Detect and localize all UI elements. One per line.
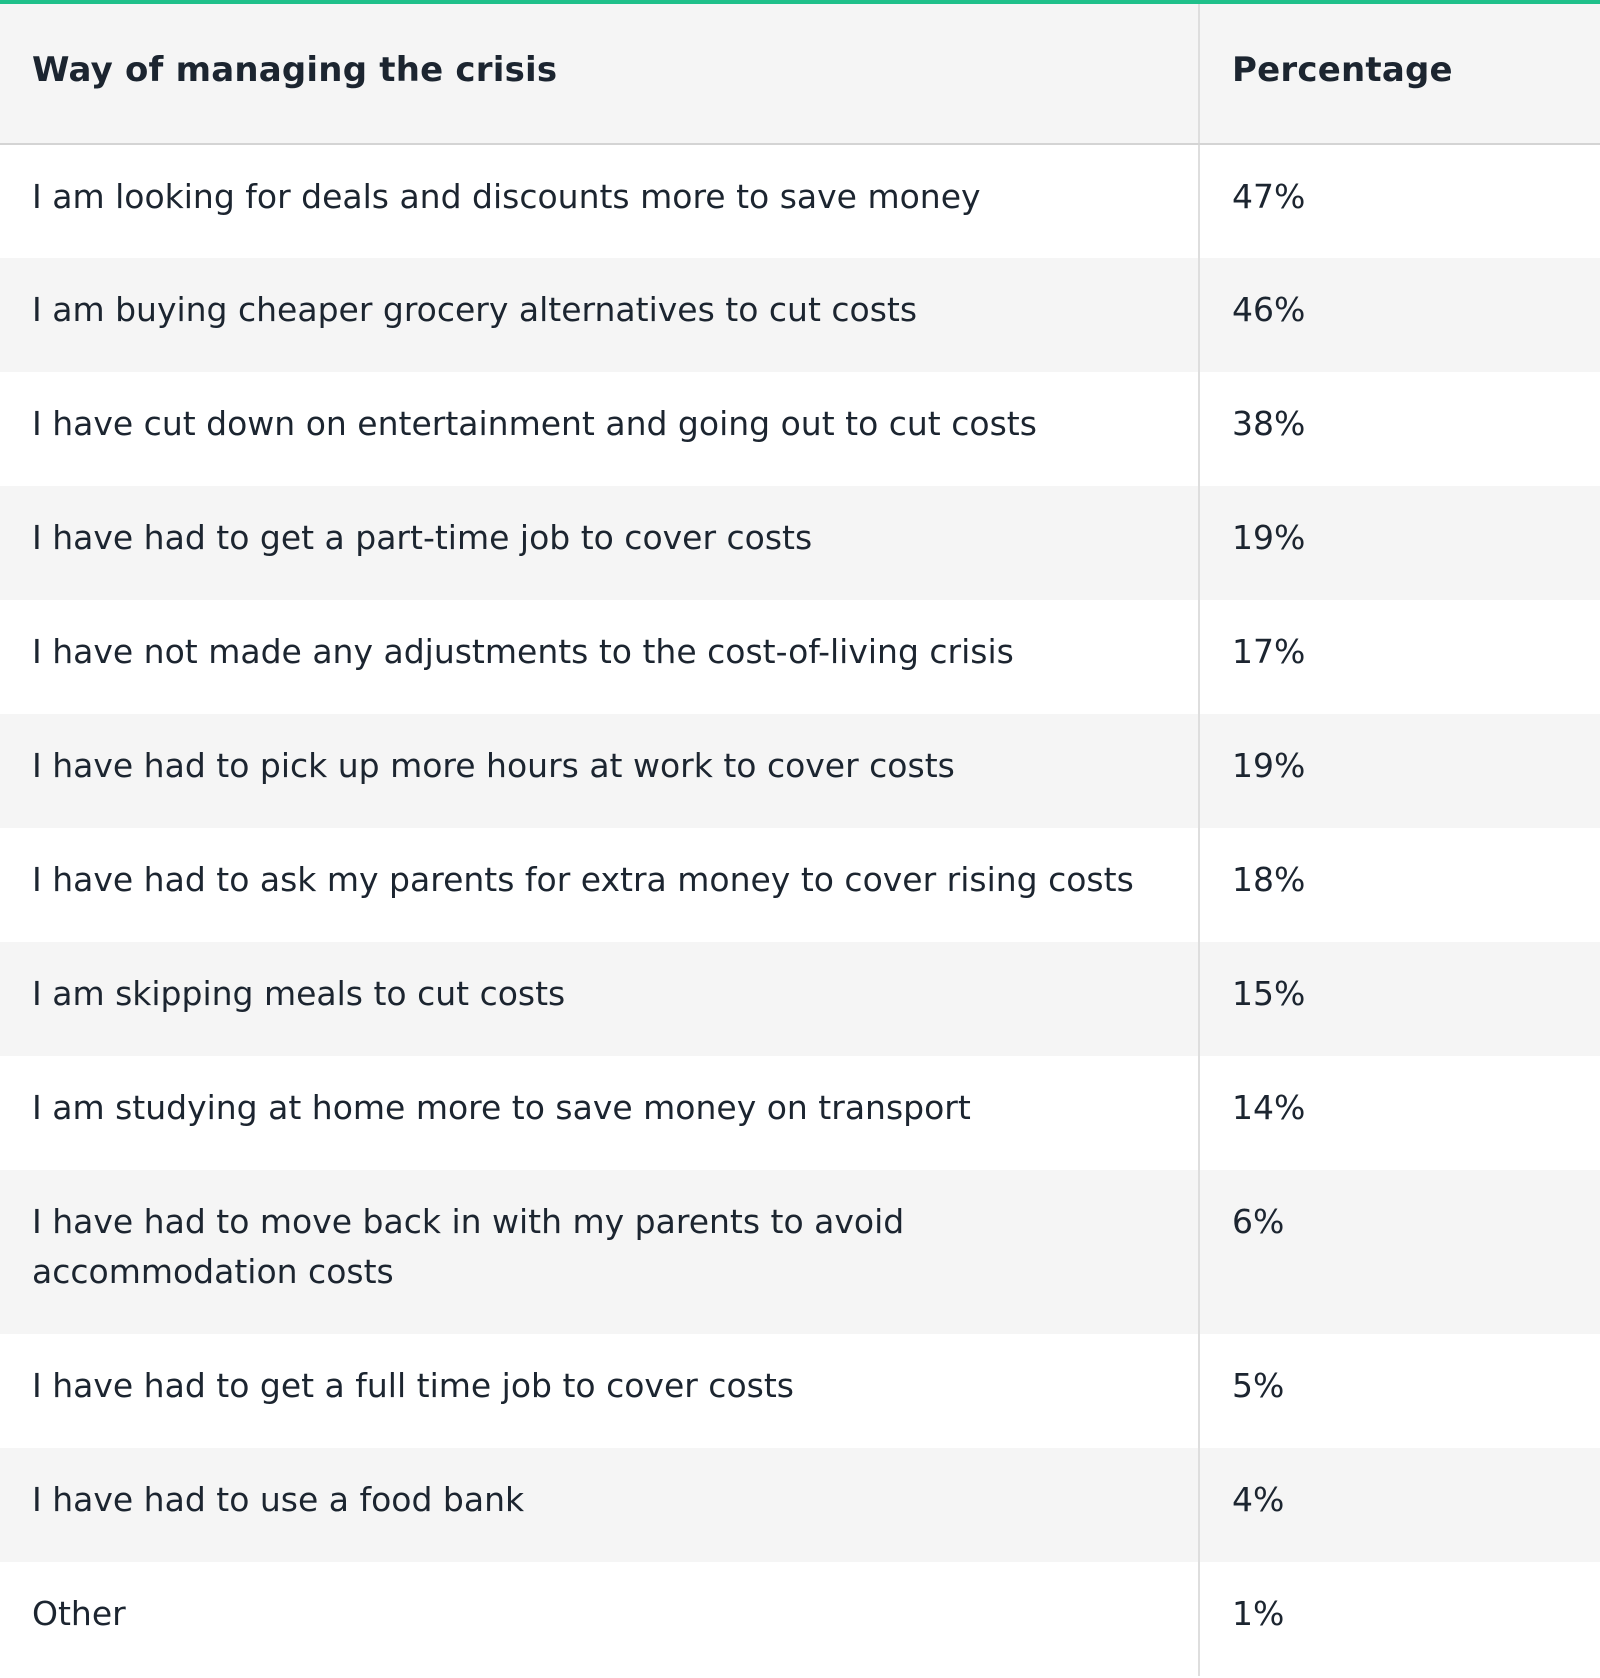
table-row: I have had to get a part-time job to cov… (0, 486, 1600, 600)
column-header-way: Way of managing the crisis (0, 4, 1200, 145)
row-label: I have had to use a food bank (0, 1448, 1200, 1562)
row-percentage: 4% (1232, 1480, 1285, 1519)
table-row: I have had to use a food bank 4% (0, 1448, 1600, 1562)
row-label: I am skipping meals to cut costs (0, 942, 1200, 1056)
row-label: I am buying cheaper grocery alternatives… (0, 258, 1200, 372)
row-percentage: 6% (1232, 1202, 1285, 1241)
table-row: I am looking for deals and discounts mor… (0, 144, 1600, 258)
row-percentage: 1% (1232, 1594, 1285, 1633)
row-percentage: 14% (1232, 1088, 1306, 1127)
row-label: I have had to pick up more hours at work… (0, 714, 1200, 828)
row-label: I have had to get a full time job to cov… (0, 1334, 1200, 1448)
row-label: I have had to get a part-time job to cov… (0, 486, 1200, 600)
table-row: I have had to move back in with my paren… (0, 1170, 1600, 1334)
row-label: Other (0, 1562, 1200, 1676)
row-label: I am looking for deals and discounts mor… (0, 144, 1200, 258)
column-header-percentage: Percentage (1199, 4, 1600, 145)
table-header: Way of managing the crisis Percentage (0, 4, 1600, 145)
table-row: I have had to get a full time job to cov… (0, 1334, 1600, 1448)
row-percentage: 38% (1232, 404, 1306, 443)
row-label: I have had to ask my parents for extra m… (0, 828, 1200, 942)
table-row: I have had to ask my parents for extra m… (0, 828, 1600, 942)
crisis-table: Way of managing the crisis Percentage I … (0, 4, 1600, 1676)
row-percentage: 46% (1232, 290, 1306, 329)
table-row: Other 1% (0, 1562, 1600, 1676)
table-row: I am studying at home more to save money… (0, 1056, 1600, 1170)
table-row: I have had to pick up more hours at work… (0, 714, 1600, 828)
table-row: I am buying cheaper grocery alternatives… (0, 258, 1600, 372)
row-label: I have not made any adjustments to the c… (0, 600, 1200, 714)
row-percentage: 19% (1232, 746, 1306, 785)
row-percentage: 19% (1232, 518, 1306, 557)
row-label: I have cut down on entertainment and goi… (0, 372, 1200, 486)
row-percentage: 5% (1232, 1366, 1285, 1405)
row-label: I am studying at home more to save money… (0, 1056, 1200, 1170)
table-row: I have cut down on entertainment and goi… (0, 372, 1600, 486)
row-percentage: 15% (1232, 974, 1306, 1013)
row-percentage: 18% (1232, 860, 1306, 899)
table-row: I have not made any adjustments to the c… (0, 600, 1600, 714)
header-row: Way of managing the crisis Percentage (0, 4, 1600, 145)
row-percentage: 17% (1232, 632, 1306, 671)
table-row: I am skipping meals to cut costs 15% (0, 942, 1600, 1056)
table-body: I am looking for deals and discounts mor… (0, 144, 1600, 1676)
row-label: I have had to move back in with my paren… (0, 1170, 1200, 1334)
row-percentage: 47% (1232, 177, 1306, 216)
